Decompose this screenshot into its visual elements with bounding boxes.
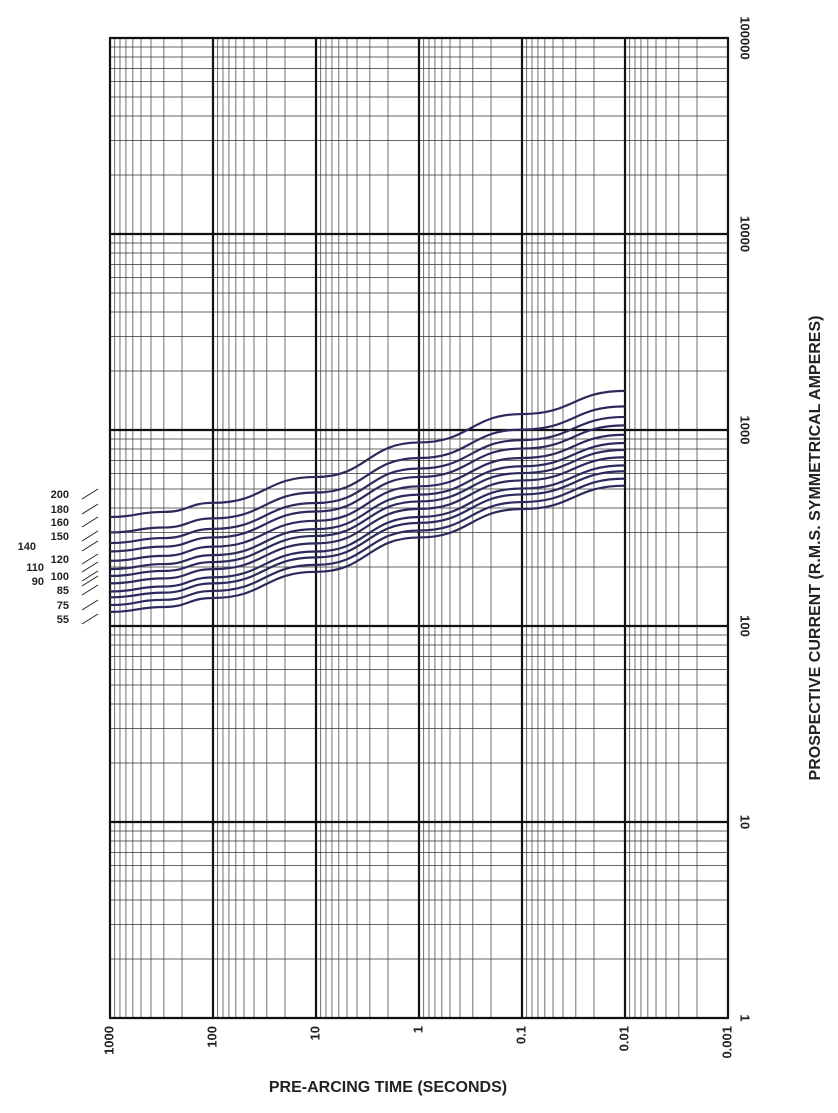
x-tick-label: 1000 — [101, 1026, 116, 1055]
series-label: 85 — [57, 585, 69, 597]
label-leader — [81, 488, 99, 500]
series-label: 140 — [18, 541, 36, 553]
series-label: 160 — [51, 517, 69, 529]
label-leader — [81, 613, 99, 625]
label-leader — [81, 503, 99, 515]
series-line — [109, 456, 626, 585]
x-tick-label: 0.001 — [719, 1026, 734, 1059]
y-tick-label: 100 — [738, 615, 753, 637]
x-tick-label: 0.1 — [513, 1026, 528, 1044]
label-leader — [81, 584, 99, 596]
plot-frame — [109, 37, 729, 1019]
series-label: 55 — [57, 614, 69, 626]
label-leader — [81, 540, 99, 552]
series-label: 110 — [26, 562, 44, 574]
x-tick-label: 0.01 — [616, 1026, 631, 1051]
x-tick-label: 10 — [307, 1026, 322, 1040]
series-line — [109, 424, 626, 553]
y-tick-label: 1000 — [738, 416, 753, 445]
series-label: 120 — [51, 554, 69, 566]
series-line — [109, 389, 626, 519]
series-line — [109, 470, 626, 599]
label-leader — [81, 561, 99, 573]
x-tick-label: 1 — [410, 1026, 425, 1033]
label-leader — [81, 553, 99, 565]
label-leader — [81, 516, 99, 528]
y-tick-label: 10 — [738, 815, 753, 829]
series-line — [109, 464, 626, 593]
series-label: 150 — [51, 531, 69, 543]
series-line — [109, 477, 626, 607]
series-label: 100 — [51, 571, 69, 583]
y-axis-label: PROSPECTIVE CURRENT (R.M.S. SYMMETRICAL … — [807, 316, 824, 781]
series-label: 200 — [51, 489, 69, 501]
series-line — [109, 433, 626, 562]
series-line — [109, 484, 626, 614]
series-label: 90 — [32, 576, 44, 588]
label-leader — [81, 575, 99, 587]
x-axis-label: PRE-ARCING TIME (SECONDS) — [269, 1079, 507, 1096]
label-leader — [81, 599, 99, 611]
series-label: 180 — [51, 504, 69, 516]
series-label: 75 — [57, 600, 69, 612]
series-line — [109, 448, 626, 578]
label-leader — [81, 570, 99, 582]
x-tick-label: 100 — [204, 1026, 219, 1048]
series-line — [109, 415, 626, 545]
series-line — [109, 441, 626, 571]
y-tick-label: 1 — [738, 1014, 753, 1021]
y-tick-label: 10000 — [738, 216, 753, 252]
y-tick-label: 100000 — [738, 16, 753, 59]
series-line — [109, 405, 626, 534]
label-leader — [81, 530, 99, 542]
